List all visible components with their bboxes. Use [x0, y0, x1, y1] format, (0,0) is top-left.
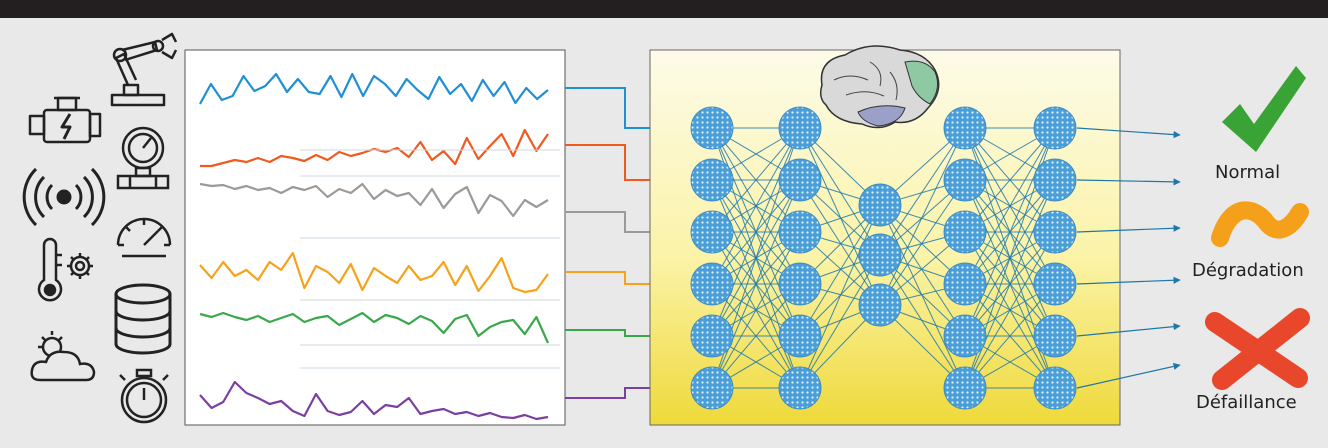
output-arrow — [1076, 323, 1181, 337]
time-series-line — [199, 311, 550, 344]
network-node — [778, 262, 822, 306]
network-node — [690, 106, 734, 150]
time-series-line — [199, 72, 549, 105]
time-series-line — [199, 251, 549, 294]
network-node — [858, 283, 902, 327]
network-edge — [879, 127, 966, 306]
network-edge — [964, 127, 1056, 233]
network-edge — [799, 127, 881, 256]
top-bar — [0, 0, 1328, 18]
network-edge — [799, 179, 881, 306]
stopwatch-icon — [119, 368, 169, 424]
network-edge — [964, 179, 1056, 389]
network-edge — [711, 127, 801, 233]
output-label-failure: Défaillance — [1196, 392, 1297, 413]
network-edge — [879, 254, 966, 389]
network-edge — [964, 127, 1056, 285]
output-arrow — [1076, 362, 1181, 389]
network-node — [690, 366, 734, 410]
network-node — [1033, 262, 1077, 306]
network-node — [943, 158, 987, 202]
network-node — [778, 366, 822, 410]
predictive-maintenance-diagram: Normal Dégradation Défaillance — [22, 32, 1310, 426]
network-edge — [879, 204, 966, 337]
robot-arm-icon — [110, 32, 178, 107]
network-edge — [799, 127, 881, 306]
network-node — [778, 106, 822, 150]
output-arrow — [1076, 127, 1181, 139]
network-nodes — [690, 106, 1077, 410]
weather-icon — [30, 331, 96, 382]
network-node — [690, 314, 734, 358]
network-edge — [711, 231, 801, 389]
network-node — [858, 183, 902, 227]
network-node — [778, 158, 822, 202]
output-label-degradation: Dégradation — [1192, 260, 1304, 281]
network-node — [690, 158, 734, 202]
network-edge — [711, 127, 801, 337]
network-edge — [799, 254, 881, 389]
network-node — [1033, 210, 1077, 254]
network-node — [778, 210, 822, 254]
network-node — [690, 210, 734, 254]
network-edge — [711, 127, 801, 285]
output-arrow — [1076, 224, 1181, 233]
network-node — [943, 366, 987, 410]
engine-icon — [28, 96, 102, 144]
network-edge — [879, 179, 966, 306]
normal-check-icon — [1222, 66, 1306, 152]
speedometer-icon — [116, 217, 172, 258]
output-arrows — [1076, 127, 1181, 389]
network-edge — [711, 179, 801, 389]
network-edge — [879, 204, 966, 389]
network-edge — [964, 283, 1056, 389]
time-series-line — [199, 380, 549, 421]
time-series-group — [199, 72, 560, 421]
time-series-line — [199, 182, 549, 218]
network-node — [690, 262, 734, 306]
thermometer-icon — [37, 237, 63, 302]
degradation-wave-icon — [1211, 201, 1309, 247]
database-icon — [114, 283, 172, 355]
network-node — [943, 106, 987, 150]
time-series-line — [200, 128, 549, 168]
output-label-normal: Normal — [1215, 162, 1280, 183]
network-edge — [711, 283, 801, 389]
network-node — [1033, 158, 1077, 202]
network-node — [1033, 314, 1077, 358]
network-node — [778, 314, 822, 358]
network-node — [943, 210, 987, 254]
network-edge — [964, 127, 1056, 337]
brain-icon — [819, 45, 940, 129]
output-arrow — [1076, 276, 1181, 285]
output-arrow — [1076, 178, 1181, 186]
network-node — [943, 262, 987, 306]
network-edge — [799, 204, 881, 337]
network-edge — [879, 127, 966, 256]
network-node — [858, 233, 902, 277]
network-node — [1033, 106, 1077, 150]
network-node — [1033, 366, 1077, 410]
wireless-signal-icon — [22, 167, 106, 227]
failure-cross-icon — [1205, 308, 1310, 390]
gear-icon — [67, 253, 93, 279]
network-node — [943, 314, 987, 358]
network-edge — [799, 204, 881, 389]
network-edge — [964, 231, 1056, 389]
pressure-gauge-icon — [116, 126, 170, 190]
